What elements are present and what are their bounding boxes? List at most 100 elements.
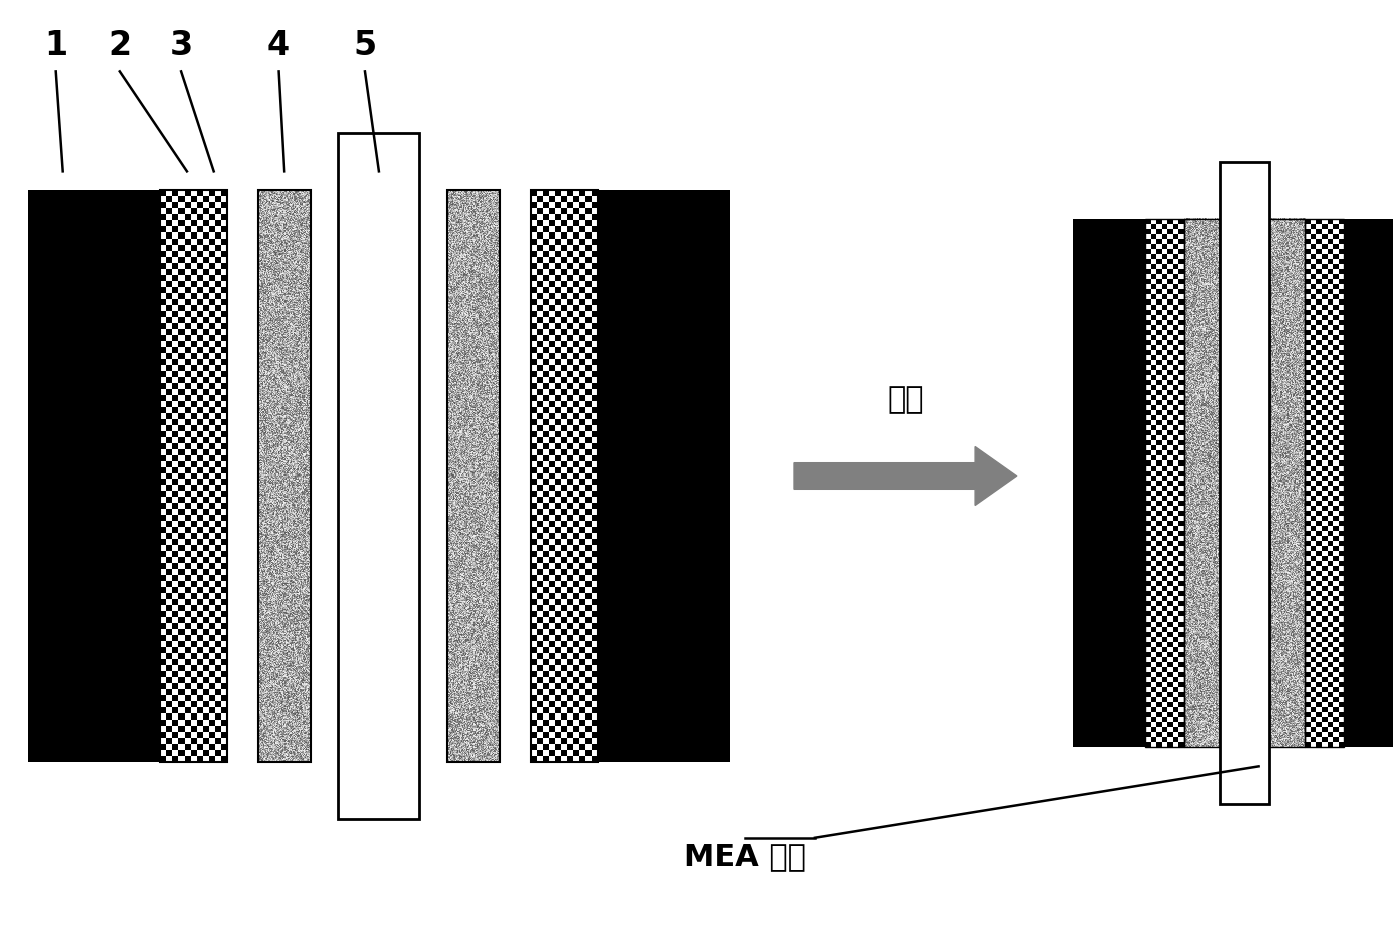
Bar bbox=[561, 575, 567, 582]
Bar bbox=[1156, 506, 1162, 511]
Bar bbox=[536, 653, 543, 660]
Bar bbox=[1156, 566, 1162, 571]
Bar bbox=[1339, 370, 1344, 375]
Bar bbox=[567, 660, 574, 665]
Bar bbox=[531, 214, 536, 221]
Bar bbox=[160, 317, 166, 323]
Bar bbox=[1178, 556, 1184, 561]
Bar bbox=[1316, 430, 1322, 435]
Bar bbox=[554, 341, 561, 347]
Bar bbox=[1316, 490, 1322, 496]
Bar bbox=[166, 232, 173, 239]
Bar bbox=[574, 731, 579, 738]
Bar bbox=[561, 383, 567, 388]
Bar bbox=[1162, 289, 1167, 294]
Bar bbox=[561, 533, 567, 539]
Bar bbox=[173, 503, 178, 509]
Bar bbox=[1156, 712, 1162, 717]
Bar bbox=[215, 509, 221, 515]
Bar bbox=[1339, 531, 1344, 536]
Bar bbox=[196, 653, 203, 660]
Bar bbox=[592, 491, 598, 497]
Bar bbox=[1178, 219, 1184, 224]
Bar bbox=[574, 365, 579, 370]
Bar bbox=[1145, 294, 1151, 300]
Bar bbox=[1316, 415, 1322, 420]
Bar bbox=[1328, 642, 1333, 646]
Bar bbox=[554, 221, 561, 227]
Bar bbox=[203, 268, 209, 274]
Bar bbox=[531, 642, 536, 647]
Bar bbox=[1305, 455, 1311, 461]
Bar bbox=[1156, 279, 1162, 285]
Bar bbox=[1156, 702, 1162, 707]
Bar bbox=[221, 671, 227, 678]
Bar bbox=[1162, 541, 1167, 546]
Bar bbox=[1156, 335, 1162, 340]
Bar bbox=[1178, 622, 1184, 626]
Bar bbox=[1156, 611, 1162, 617]
Bar bbox=[191, 208, 196, 214]
Bar bbox=[543, 335, 549, 341]
Bar bbox=[160, 678, 166, 684]
Bar bbox=[1156, 360, 1162, 365]
Bar bbox=[1145, 732, 1151, 737]
Bar bbox=[173, 227, 178, 232]
Bar bbox=[196, 227, 203, 232]
Bar bbox=[215, 678, 221, 684]
Bar bbox=[567, 582, 574, 587]
Bar bbox=[1305, 556, 1311, 561]
Bar bbox=[1305, 259, 1311, 265]
Bar bbox=[574, 533, 579, 539]
Bar bbox=[203, 221, 209, 227]
Bar bbox=[1322, 355, 1328, 360]
Bar bbox=[574, 575, 579, 582]
Bar bbox=[1162, 646, 1167, 652]
Bar bbox=[1311, 732, 1316, 737]
Bar bbox=[1316, 677, 1322, 682]
Bar bbox=[196, 365, 203, 370]
Bar bbox=[160, 599, 166, 605]
Bar bbox=[574, 503, 579, 509]
Bar bbox=[221, 455, 227, 461]
Bar bbox=[561, 587, 567, 593]
Bar bbox=[166, 196, 173, 203]
Bar bbox=[561, 611, 567, 617]
Bar bbox=[1178, 426, 1184, 430]
Bar bbox=[178, 383, 184, 388]
Bar bbox=[1162, 385, 1167, 390]
Bar bbox=[1173, 586, 1178, 591]
Bar bbox=[1173, 234, 1178, 239]
Bar bbox=[1333, 672, 1339, 677]
Bar bbox=[184, 256, 191, 263]
Bar bbox=[221, 239, 227, 245]
Bar bbox=[215, 485, 221, 491]
Bar bbox=[215, 455, 221, 461]
Bar bbox=[1339, 219, 1344, 224]
Bar bbox=[1328, 727, 1333, 732]
Bar bbox=[215, 702, 221, 707]
Bar bbox=[1151, 370, 1156, 375]
Bar bbox=[1328, 687, 1333, 692]
Bar bbox=[1339, 602, 1344, 606]
Bar bbox=[1156, 355, 1162, 360]
Bar bbox=[1333, 486, 1339, 490]
Bar bbox=[1305, 325, 1311, 329]
Bar bbox=[567, 323, 574, 328]
Bar bbox=[1156, 516, 1162, 521]
Bar bbox=[1339, 244, 1344, 249]
Bar bbox=[1151, 531, 1156, 536]
Bar bbox=[1305, 314, 1311, 320]
Bar bbox=[592, 461, 598, 467]
Bar bbox=[567, 533, 574, 539]
Bar bbox=[1322, 490, 1328, 496]
Bar bbox=[1162, 254, 1167, 259]
Bar bbox=[1322, 531, 1328, 536]
Bar bbox=[215, 341, 221, 347]
Bar bbox=[209, 274, 215, 281]
Bar bbox=[549, 196, 554, 203]
Bar bbox=[585, 274, 592, 281]
Bar bbox=[1145, 219, 1151, 224]
Bar bbox=[1328, 481, 1333, 486]
Bar bbox=[178, 521, 184, 527]
